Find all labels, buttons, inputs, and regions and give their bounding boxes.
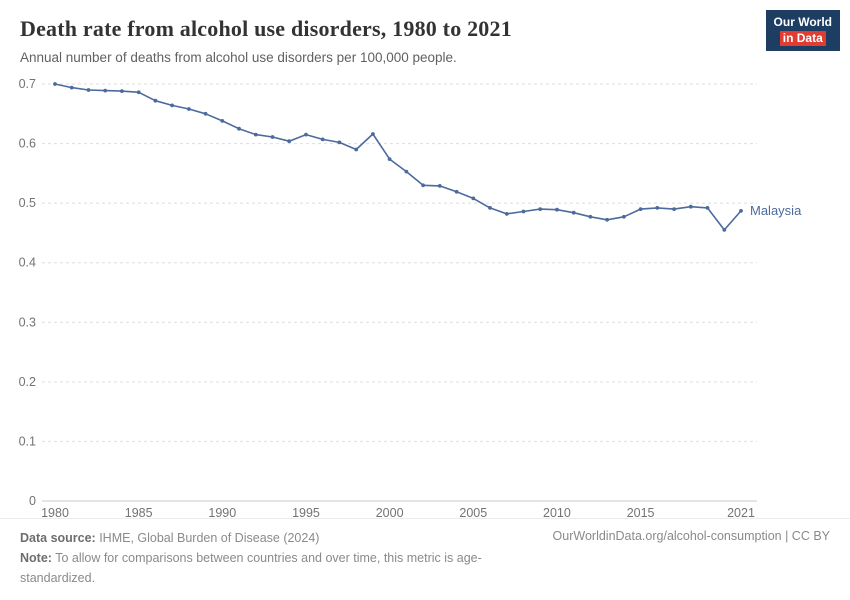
y-tick-label: 0	[29, 494, 36, 508]
data-point[interactable]	[220, 119, 225, 123]
data-point[interactable]	[655, 206, 660, 210]
data-point[interactable]	[588, 214, 593, 219]
data-point[interactable]	[622, 214, 626, 219]
data-point[interactable]	[170, 103, 175, 108]
datasource-line: Data source: IHME, Global Burden of Dise…	[20, 528, 553, 548]
data-point[interactable]	[605, 217, 609, 222]
data-point[interactable]	[53, 82, 57, 86]
footer-link[interactable]: OurWorldinData.org/alcohol-consumption |…	[552, 529, 830, 543]
data-point[interactable]	[672, 207, 676, 212]
data-point[interactable]	[437, 184, 442, 188]
x-tick-label: 2005	[459, 506, 487, 520]
data-point[interactable]	[571, 210, 576, 215]
y-tick-label: 0.2	[19, 375, 36, 389]
data-point[interactable]	[253, 132, 258, 137]
data-point[interactable]	[320, 137, 325, 142]
data-point[interactable]	[638, 207, 643, 212]
x-tick-label: 1985	[125, 506, 153, 520]
x-tick-label: 2010	[543, 506, 571, 520]
data-point[interactable]	[153, 98, 158, 103]
footer: Data source: IHME, Global Burden of Dise…	[0, 518, 850, 600]
data-point[interactable]	[203, 111, 208, 116]
data-point[interactable]	[504, 212, 509, 216]
x-tick-label: 2015	[627, 506, 655, 520]
data-point[interactable]	[739, 209, 743, 213]
data-point[interactable]	[722, 228, 727, 232]
data-point[interactable]	[86, 88, 91, 92]
owid-logo[interactable]: Our World in Data	[765, 10, 840, 52]
data-point[interactable]	[354, 147, 359, 152]
data-point[interactable]	[187, 107, 191, 111]
note-line: Note: To allow for comparisons between c…	[20, 548, 553, 588]
page-title: Death rate from alcohol use disorders, 1…	[20, 16, 512, 41]
x-tick-label: 1995	[292, 506, 320, 520]
chart-area: 0 0.1 0.2 0.3 0.4 0.5 0.6 0.7 1980 1985 1990 1995 20…	[0, 69, 850, 521]
data-point[interactable]	[404, 169, 409, 174]
data-point[interactable]	[688, 204, 693, 209]
data-point[interactable]	[421, 183, 425, 188]
x-tick-label: 1990	[208, 506, 236, 520]
data-point[interactable]	[521, 209, 526, 214]
owid-logo-text-bottom-label: in Data	[779, 30, 826, 47]
data-point[interactable]	[270, 135, 275, 139]
data-point[interactable]	[136, 90, 141, 95]
y-tick-label: 0.3	[19, 315, 36, 329]
note-text: To allow for comparisons between countri…	[20, 551, 482, 585]
x-tick-label: 1980	[41, 506, 69, 520]
data-point[interactable]	[237, 126, 241, 131]
datasource-label: Data source:	[20, 531, 96, 545]
y-tick-label: 0.1	[19, 434, 36, 448]
data-point[interactable]	[387, 157, 392, 161]
page-subtitle: Annual number of deaths from alcohol use…	[20, 50, 457, 65]
y-tick-label: 0.7	[19, 77, 36, 91]
series-label-malaysia[interactable]: Malaysia	[750, 203, 802, 218]
datasource-text: IHME, Global Burden of Disease (2024)	[95, 531, 320, 545]
owid-logo-text-top: Our World	[773, 15, 832, 29]
chart-header: Death rate from alcohol use disorders, 1…	[0, 0, 850, 65]
x-tick-label: 2000	[376, 506, 404, 520]
data-point[interactable]	[103, 88, 108, 93]
series-line-malaysia[interactable]	[54, 83, 742, 231]
data-point[interactable]	[120, 89, 124, 93]
footer-left: Data source: IHME, Global Burden of Dise…	[20, 528, 553, 588]
note-label: Note:	[20, 551, 52, 565]
data-point[interactable]	[538, 207, 543, 212]
data-point[interactable]	[337, 140, 342, 145]
data-point[interactable]	[471, 196, 476, 201]
y-tick-label: 0.6	[19, 137, 36, 151]
data-point[interactable]	[555, 207, 559, 212]
chart-svg: 0 0.1 0.2 0.3 0.4 0.5 0.6 0.7 1980 1985 1990 1995 20…	[19, 77, 802, 520]
data-point[interactable]	[287, 139, 292, 144]
y-tick-label: 0.5	[19, 196, 36, 210]
data-point[interactable]	[705, 206, 710, 210]
owid-logo-text-bottom: in Data	[774, 30, 832, 47]
data-point[interactable]	[304, 132, 308, 137]
data-point[interactable]	[454, 189, 459, 194]
data-point[interactable]	[69, 85, 74, 90]
data-point[interactable]	[371, 132, 375, 136]
y-tick-label: 0.4	[19, 256, 36, 270]
data-point[interactable]	[488, 206, 492, 210]
x-tick-label: 2021	[727, 506, 755, 520]
